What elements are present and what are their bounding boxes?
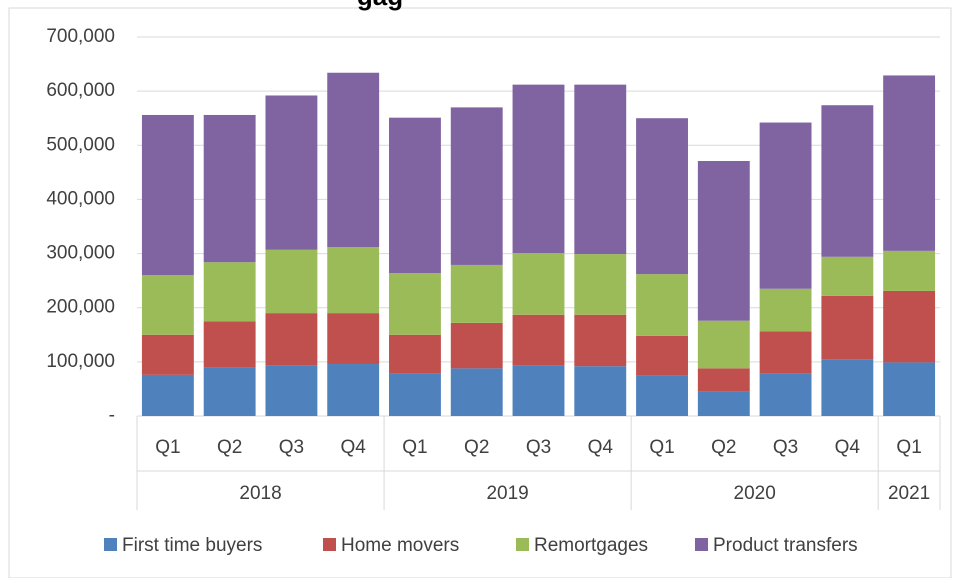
bar-segment xyxy=(883,75,936,251)
group-label: 2020 xyxy=(734,483,776,504)
bar-segment xyxy=(697,320,750,369)
x-tick-label: Q3 xyxy=(279,437,304,458)
bar-segment xyxy=(759,288,812,332)
bar-segment xyxy=(203,367,256,416)
x-tick-label: Q1 xyxy=(402,437,427,458)
bar-segment xyxy=(759,331,812,374)
bar-segment xyxy=(141,334,194,375)
bar-segment xyxy=(389,334,441,374)
bar-segment xyxy=(883,362,936,416)
y-tick-label: 500,000 xyxy=(46,134,115,155)
bar-segment xyxy=(821,295,874,360)
legend-label: Product transfers xyxy=(713,535,858,556)
y-tick-label: 100,000 xyxy=(46,351,115,372)
bar-segment xyxy=(821,256,874,296)
legend-label: First time buyers xyxy=(122,535,262,556)
x-tick-label: Q2 xyxy=(464,437,489,458)
group-label: 2018 xyxy=(239,483,281,504)
group-label: 2021 xyxy=(888,483,930,504)
legend-swatch xyxy=(516,538,529,551)
bar-segment xyxy=(697,368,750,392)
y-tick-label: 200,000 xyxy=(46,297,115,318)
x-tick-label: Q4 xyxy=(835,437,861,458)
bar-segment xyxy=(265,249,318,314)
legend-label: Remortgages xyxy=(534,535,648,556)
bar-segment xyxy=(636,375,688,416)
x-tick-label: Q4 xyxy=(341,437,367,458)
bar-segment xyxy=(450,322,503,369)
bar-segment xyxy=(821,359,874,416)
bar-segment xyxy=(389,373,441,416)
y-tick-label: 600,000 xyxy=(46,80,115,101)
bar-segment xyxy=(389,273,441,335)
bar-segment xyxy=(574,366,627,416)
bar-segment xyxy=(450,368,503,416)
bar-segment xyxy=(512,84,565,254)
bar-segment xyxy=(265,95,318,250)
bar-segment xyxy=(883,290,936,363)
x-tick-label: Q2 xyxy=(217,437,242,458)
x-tick-label: Q1 xyxy=(649,437,674,458)
bar-segment xyxy=(265,365,318,416)
bar-segment xyxy=(450,107,503,265)
group-label: 2019 xyxy=(486,483,528,504)
bar-segment xyxy=(141,374,194,416)
y-tick-label: 700,000 xyxy=(46,26,115,47)
bar-segment xyxy=(327,72,380,248)
bar-segment xyxy=(697,160,750,321)
x-tick-label: Q1 xyxy=(155,437,180,458)
y-tick-label: - xyxy=(109,405,115,426)
bar-segment xyxy=(203,262,256,322)
bar-segment xyxy=(265,313,318,366)
bar-segment xyxy=(574,84,627,255)
bar-segment xyxy=(574,254,627,315)
x-tick-label: Q4 xyxy=(588,437,614,458)
bar-segment xyxy=(759,373,812,416)
y-tick-label: 400,000 xyxy=(46,188,115,209)
bar-segment xyxy=(450,264,503,323)
bar-segment xyxy=(389,117,441,274)
x-tick-label: Q3 xyxy=(526,437,551,458)
bar-segment xyxy=(821,105,874,257)
bar-segment xyxy=(141,114,194,276)
bar-segment xyxy=(141,275,194,335)
legend-label: Home movers xyxy=(341,535,459,556)
bar-segment xyxy=(512,365,565,416)
legend-swatch xyxy=(323,538,336,551)
bar-segment xyxy=(697,391,750,416)
bar-segment xyxy=(203,114,256,263)
bar-segment xyxy=(512,253,565,315)
chart-title: gag xyxy=(357,0,403,11)
bar-segment xyxy=(327,364,380,416)
legend-swatch xyxy=(104,538,117,551)
bar-segment xyxy=(512,314,565,366)
bar-segment xyxy=(636,274,688,336)
bar-segment xyxy=(574,314,627,367)
x-tick-label: Q2 xyxy=(711,437,736,458)
bar-segment xyxy=(759,122,812,289)
y-tick-label: 300,000 xyxy=(46,243,115,264)
bar-segment xyxy=(327,247,380,314)
bar-segment xyxy=(327,313,380,365)
bar-segment xyxy=(636,118,688,275)
bar-segment xyxy=(636,335,688,376)
bar-segment xyxy=(883,250,936,291)
bar-segment xyxy=(203,321,256,368)
x-tick-label: Q3 xyxy=(773,437,798,458)
x-tick-label: Q1 xyxy=(896,437,921,458)
legend-swatch xyxy=(695,538,708,551)
